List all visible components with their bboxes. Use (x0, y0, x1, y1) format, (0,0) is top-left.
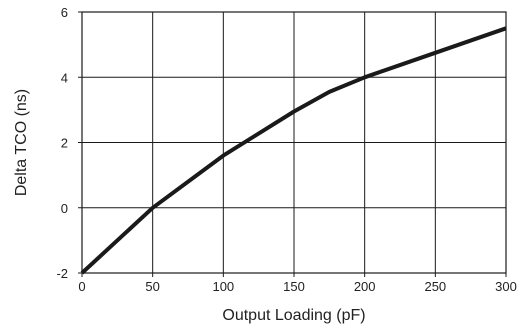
y-tick-label: 4 (61, 70, 68, 85)
y-axis-label: Delta TCO (ns) (13, 89, 30, 196)
series-group (80, 26, 507, 275)
x-tick-label: 300 (495, 279, 517, 294)
x-tick-label: 250 (424, 279, 446, 294)
x-axis-label: Output Loading (pF) (222, 307, 365, 324)
y-tick-label: 0 (61, 201, 68, 216)
y-tick-label: 2 (61, 136, 68, 151)
y-tick-labels: -2 0 2 4 6 (56, 5, 82, 281)
y-tick-label: 6 (61, 5, 68, 20)
x-tick-label: 0 (78, 279, 85, 294)
y-tick-label: -2 (56, 266, 68, 281)
x-tick-label: 200 (354, 279, 376, 294)
x-tick-label: 100 (212, 279, 234, 294)
x-tick-labels: 0 50 100 150 200 250 300 (78, 273, 517, 294)
x-tick-label: 50 (145, 279, 159, 294)
series-line (80, 26, 507, 275)
x-tick-label: 150 (283, 279, 305, 294)
